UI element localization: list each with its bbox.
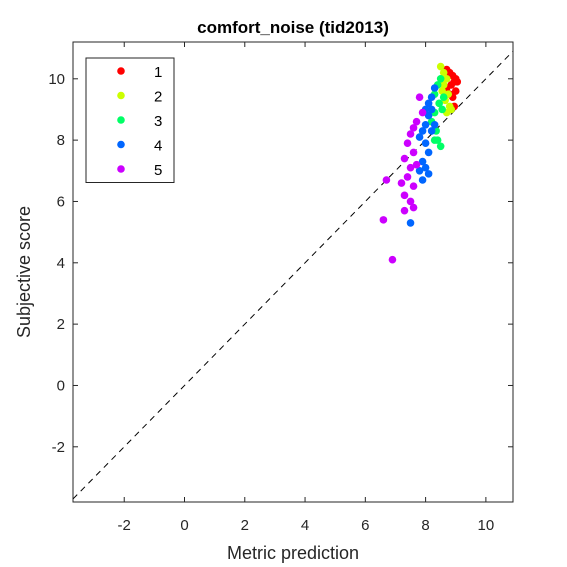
x-tick-label: 0 xyxy=(180,517,188,534)
data-point-series-4 xyxy=(406,219,415,227)
x-tick-label: 4 xyxy=(301,517,309,534)
data-point-series-5 xyxy=(406,163,415,172)
y-tick-label: 6 xyxy=(57,193,65,210)
legend-label: 4 xyxy=(154,138,162,155)
data-point-series-5 xyxy=(406,130,415,138)
chart-title: comfort_noise (tid2013) xyxy=(197,18,389,37)
data-point-series-5 xyxy=(412,160,421,169)
data-point-series-3 xyxy=(436,75,445,83)
data-point-series-5 xyxy=(400,206,409,215)
data-point-series-4 xyxy=(427,105,436,114)
y-tick-label: -2 xyxy=(52,439,65,456)
data-point-series-4 xyxy=(418,157,427,166)
data-point-series-4 xyxy=(415,167,424,175)
y-tick-label: 0 xyxy=(57,377,65,394)
data-point-series-2 xyxy=(447,105,456,114)
data-point-series-4 xyxy=(430,84,439,92)
data-point-series-4 xyxy=(415,133,424,141)
data-point-series-5 xyxy=(409,182,418,190)
data-point-series-4 xyxy=(418,127,427,135)
data-point-series-3 xyxy=(438,105,446,114)
x-axis-label: Metric prediction xyxy=(227,543,359,563)
y-axis-label: Subjective score xyxy=(14,206,34,338)
data-point-series-4 xyxy=(421,121,430,129)
data-point-series-2 xyxy=(439,81,448,89)
legend-label: 5 xyxy=(154,162,162,179)
data-point-series-4 xyxy=(424,148,433,157)
data-point-series-5 xyxy=(397,179,406,187)
data-point-series-4 xyxy=(421,139,430,147)
legend: 1 2 3 4 5 xyxy=(85,57,175,183)
data-points xyxy=(379,62,462,264)
data-point-series-2 xyxy=(438,87,446,95)
data-point-series-4 xyxy=(421,163,430,172)
data-point-series-4 xyxy=(427,93,436,101)
data-point-series-5 xyxy=(406,197,415,206)
data-point-series-1 xyxy=(451,87,460,95)
data-point-series-4 xyxy=(427,127,436,135)
data-point-series-5 xyxy=(379,216,388,224)
identity-reference-line xyxy=(72,50,514,500)
legend-marker xyxy=(117,116,125,124)
legend-box xyxy=(85,57,175,183)
data-point-series-4 xyxy=(424,170,433,178)
data-point-series-4 xyxy=(418,176,427,184)
x-tick-label: 6 xyxy=(361,517,369,534)
legend-label: 3 xyxy=(154,113,162,130)
data-point-series-5 xyxy=(382,176,391,184)
legend-marker xyxy=(117,67,125,75)
y-tick-label: 8 xyxy=(57,132,65,149)
data-point-series-5 xyxy=(412,117,421,126)
data-point-series-5 xyxy=(409,148,418,157)
data-point-series-5 xyxy=(403,173,412,181)
y-tick-label: 2 xyxy=(57,316,65,333)
legend-marker xyxy=(117,165,125,173)
data-point-series-4 xyxy=(424,99,433,108)
data-point-series-5 xyxy=(409,203,418,212)
data-point-series-1 xyxy=(453,78,462,86)
data-point-series-5 xyxy=(415,93,424,101)
y-tick-label: 10 xyxy=(48,71,65,88)
x-axis-ticks: -2 0 2 4 6 8 10 xyxy=(118,42,495,534)
x-tick-label: -2 xyxy=(118,517,131,534)
data-point-series-4 xyxy=(424,111,433,120)
data-point-series-5 xyxy=(400,191,409,200)
data-point-series-3 xyxy=(430,136,439,144)
data-point-series-3 xyxy=(435,99,443,108)
data-point-series-5 xyxy=(388,255,397,264)
legend-label: 2 xyxy=(154,89,162,106)
data-point-series-5 xyxy=(409,124,418,132)
data-point-series-2 xyxy=(436,62,445,71)
data-point-series-5 xyxy=(418,108,427,117)
data-point-series-3 xyxy=(436,142,445,151)
y-tick-label: 4 xyxy=(57,255,65,272)
y-axis-ticks: -2 0 2 4 6 8 10 xyxy=(48,71,513,456)
legend-marker xyxy=(117,140,125,149)
x-tick-label: 10 xyxy=(478,517,495,534)
data-point-series-2 xyxy=(442,75,451,83)
legend-marker xyxy=(117,91,125,100)
data-point-series-5 xyxy=(400,154,409,163)
x-tick-label: 8 xyxy=(421,517,429,534)
x-tick-label: 2 xyxy=(241,517,249,534)
data-point-series-3 xyxy=(439,93,448,101)
data-point-series-4 xyxy=(430,121,439,129)
data-point-series-5 xyxy=(403,139,412,147)
legend-label: 1 xyxy=(154,64,162,81)
data-point-series-2 xyxy=(439,68,448,77)
